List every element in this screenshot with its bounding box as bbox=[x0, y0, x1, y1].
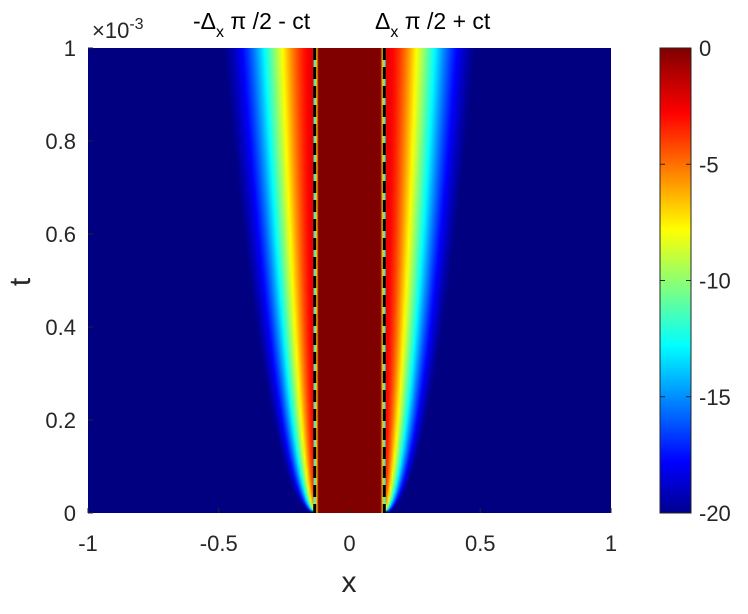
x-tick-label: 0.5 bbox=[465, 531, 496, 556]
x-axis: -1 -0.5 0 0.5 1 bbox=[78, 508, 617, 556]
colorbar-tick-label: 0 bbox=[699, 36, 711, 61]
y-axis-label: t bbox=[4, 277, 37, 286]
x-axis-label: x bbox=[342, 566, 357, 599]
dashed-lines bbox=[313, 48, 386, 513]
y-tick-label: 0.2 bbox=[45, 408, 76, 433]
colorbar-tick-label: -15 bbox=[699, 385, 731, 410]
colorbar-ticks: 0 -5 -10 -15 -20 bbox=[660, 36, 731, 526]
colorbar: 0 -5 -10 -15 -20 bbox=[659, 36, 731, 526]
left-line-annotation: -Δx π /2 - ct bbox=[193, 8, 311, 41]
heatmap-image bbox=[88, 48, 611, 513]
heatmap-area bbox=[88, 48, 611, 513]
y-tick-label: 0.8 bbox=[45, 129, 76, 154]
x-tick-label: 0 bbox=[343, 531, 355, 556]
y-axis: 0 0.2 0.4 0.6 0.8 1 bbox=[45, 36, 93, 526]
colorbar-tick-label: -20 bbox=[699, 501, 731, 526]
colorbar-tick-label: -5 bbox=[699, 152, 719, 177]
colorbar-tick-label: -10 bbox=[699, 269, 731, 294]
y-tick-label: 1 bbox=[64, 36, 76, 61]
x-tick-label: 1 bbox=[605, 531, 617, 556]
y-tick-label: 0.4 bbox=[45, 315, 76, 340]
y-tick-label: 0.6 bbox=[45, 222, 76, 247]
y-exponent-label: ×10-3 bbox=[92, 16, 144, 43]
y-tick-label: 0 bbox=[64, 501, 76, 526]
right-line-annotation: Δx π /2 + ct bbox=[375, 8, 491, 41]
x-tick-label: -0.5 bbox=[200, 531, 238, 556]
x-tick-label: -1 bbox=[78, 531, 98, 556]
